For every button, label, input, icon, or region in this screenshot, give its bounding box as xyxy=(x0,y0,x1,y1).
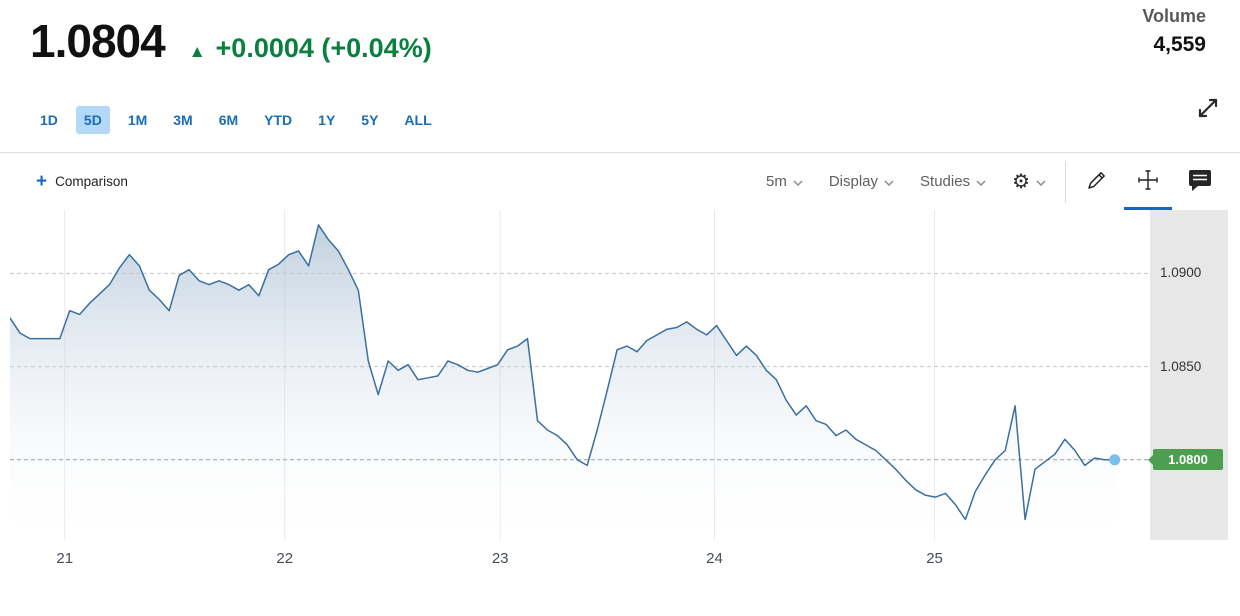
studies-label: Studies xyxy=(920,173,971,190)
chart-area: 1.0900 1.0850 1.0800 xyxy=(10,210,1228,540)
toolbar-divider xyxy=(1065,160,1066,203)
toolbar-right: 5m Display Studies ⚙ xyxy=(753,153,1226,210)
tab-5y[interactable]: 5Y xyxy=(353,106,386,134)
display-label: Display xyxy=(828,173,879,190)
expand-button[interactable] xyxy=(1192,92,1224,127)
tab-3m[interactable]: 3M xyxy=(165,106,200,134)
range-tabs: 1D 5D 1M 3M 6M YTD 1Y 5Y ALL xyxy=(32,106,440,134)
chevron-down-icon xyxy=(884,173,894,190)
tab-1y[interactable]: 1Y xyxy=(310,106,343,134)
settings-dropdown[interactable]: ⚙ xyxy=(999,153,1059,210)
x-axis-label: 23 xyxy=(491,550,509,567)
tab-1m[interactable]: 1M xyxy=(120,106,155,134)
interval-value: 5m xyxy=(765,173,787,190)
comment-icon xyxy=(1188,169,1212,194)
quote-header: 1.0804 ▲ +0.0004 (+0.04%) xyxy=(30,14,432,68)
current-price: 1.0804 xyxy=(30,15,166,67)
tab-6m[interactable]: 6M xyxy=(211,106,246,134)
studies-dropdown[interactable]: Studies xyxy=(907,153,999,210)
chart-toolbar: + Comparison 5m Display Studies xyxy=(0,153,1240,210)
tab-5d[interactable]: 5D xyxy=(75,106,110,134)
volume-label: Volume xyxy=(1142,6,1206,26)
y-axis-label: 1.0900 xyxy=(1160,265,1202,281)
display-dropdown[interactable]: Display xyxy=(816,153,907,210)
plus-icon: + xyxy=(36,171,48,192)
current-price-badge: 1.0800 xyxy=(1148,449,1223,471)
chevron-down-icon xyxy=(976,173,986,190)
volume-value: 4,559 xyxy=(1153,33,1206,56)
price-chart[interactable] xyxy=(10,210,1150,540)
interval-dropdown[interactable]: 5m xyxy=(753,153,816,210)
chevron-down-icon xyxy=(1036,173,1046,190)
crosshair-tool-button[interactable] xyxy=(1122,153,1174,210)
y-axis-label: 1.0850 xyxy=(1160,358,1202,374)
gear-icon: ⚙ xyxy=(1012,170,1030,193)
x-axis-label: 21 xyxy=(56,550,74,567)
y-axis[interactable]: 1.0900 1.0850 1.0800 xyxy=(1148,210,1228,540)
tab-all[interactable]: ALL xyxy=(396,106,439,134)
pencil-icon xyxy=(1086,169,1108,194)
x-axis-label: 24 xyxy=(706,550,723,567)
header-divider xyxy=(0,152,1240,153)
crosshair-icon xyxy=(1136,168,1160,195)
price-change: +0.0004 (+0.04%) xyxy=(215,33,432,63)
chevron-down-icon xyxy=(793,173,803,190)
volume-block: Volume 4,559 xyxy=(1142,6,1206,57)
expand-icon xyxy=(1196,98,1220,123)
x-axis: 21 22 23 24 25 xyxy=(10,540,1150,584)
x-axis-label: 25 xyxy=(926,550,943,567)
comments-button[interactable] xyxy=(1174,153,1226,210)
tab-ytd[interactable]: YTD xyxy=(256,106,300,134)
up-triangle-icon: ▲ xyxy=(188,42,206,61)
comparison-label: Comparison xyxy=(55,174,128,189)
tab-1d[interactable]: 1D xyxy=(32,106,66,134)
comparison-button[interactable]: + Comparison xyxy=(30,171,134,192)
x-axis-label: 22 xyxy=(276,550,294,567)
draw-tool-button[interactable] xyxy=(1072,153,1122,210)
